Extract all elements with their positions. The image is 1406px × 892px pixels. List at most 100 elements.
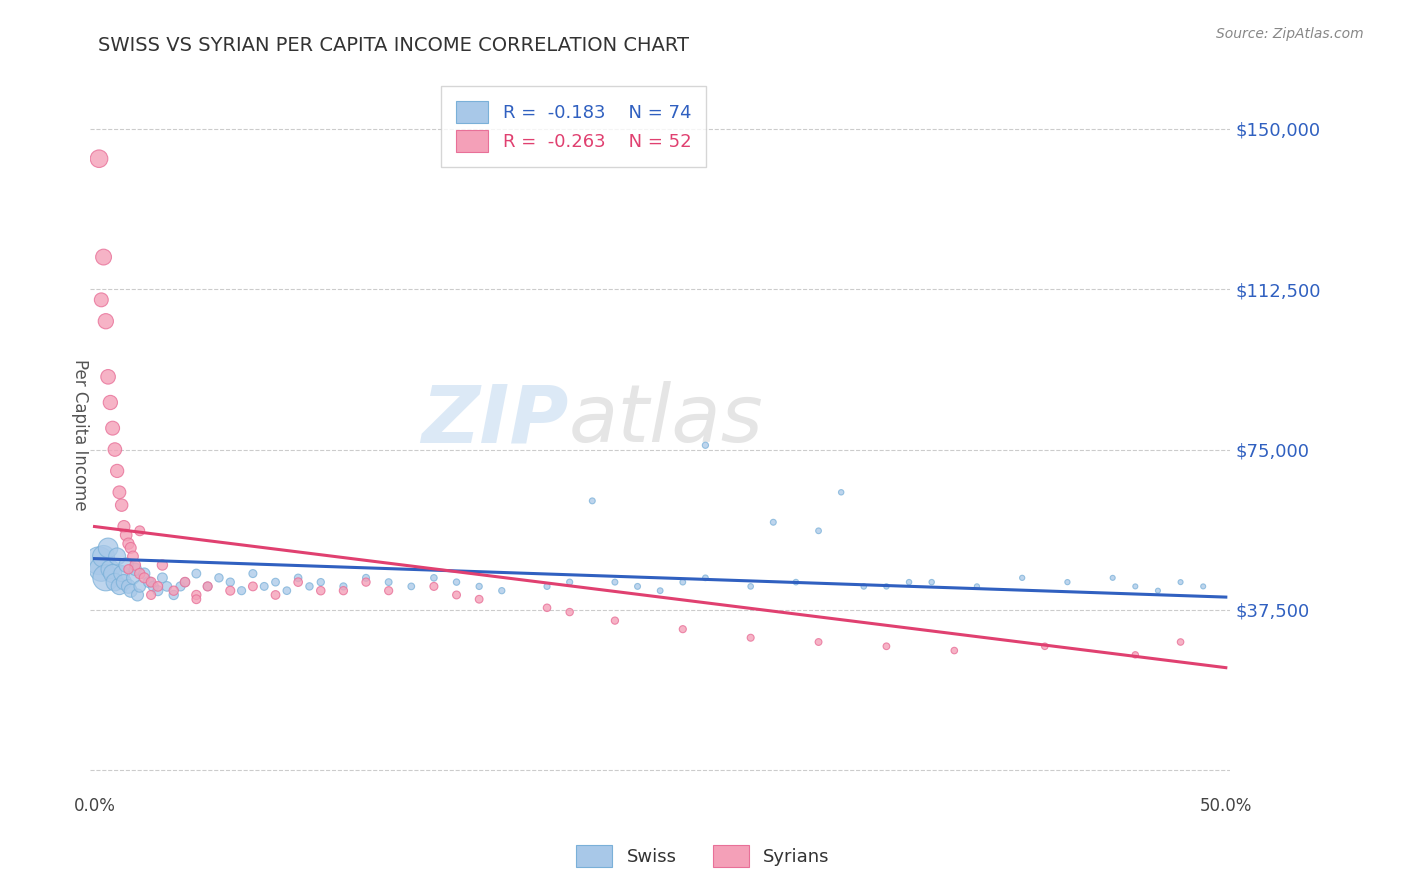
Point	[354, 575, 377, 590]
Point	[626, 579, 648, 593]
Point	[536, 579, 558, 593]
Point	[1147, 583, 1170, 598]
Point	[581, 494, 603, 508]
Point	[332, 583, 354, 598]
Point	[139, 575, 162, 590]
Point	[468, 579, 491, 593]
Point	[90, 562, 112, 576]
Point	[93, 250, 115, 264]
Point	[762, 515, 785, 529]
Point	[695, 438, 717, 452]
Point	[785, 575, 807, 590]
Point	[117, 579, 139, 593]
Point	[208, 571, 231, 585]
Point	[94, 314, 117, 328]
Point	[377, 583, 399, 598]
Point	[105, 464, 128, 478]
Point	[830, 485, 852, 500]
Point	[186, 592, 208, 607]
Point	[87, 554, 110, 568]
Point	[152, 558, 174, 572]
Point	[219, 583, 242, 598]
Point	[536, 600, 558, 615]
Point	[124, 562, 146, 576]
Point	[354, 571, 377, 585]
Point	[672, 575, 695, 590]
Point	[90, 293, 112, 307]
Point	[558, 575, 581, 590]
Point	[377, 575, 399, 590]
Point	[101, 566, 124, 581]
Point	[603, 614, 626, 628]
Point	[807, 524, 830, 538]
Point	[111, 566, 134, 581]
Point	[695, 571, 717, 585]
Point	[287, 575, 309, 590]
Point	[174, 575, 197, 590]
Point	[101, 421, 124, 435]
Point	[875, 640, 897, 654]
Point	[98, 395, 121, 409]
Point	[966, 579, 988, 593]
Point	[943, 643, 966, 657]
Point	[197, 579, 219, 593]
Point	[128, 566, 150, 581]
Point	[242, 579, 264, 593]
Point	[921, 575, 943, 590]
Point	[231, 583, 253, 598]
Point	[142, 579, 165, 593]
Point	[111, 498, 134, 512]
Point	[127, 588, 149, 602]
Point	[423, 579, 446, 593]
Point	[174, 575, 197, 590]
Point	[97, 541, 120, 555]
Point	[122, 571, 145, 585]
Point	[1170, 575, 1192, 590]
Point	[104, 442, 127, 457]
Point	[186, 566, 208, 581]
Point	[97, 369, 120, 384]
Point	[740, 579, 762, 593]
Point	[122, 549, 145, 564]
Text: Source: ZipAtlas.com: Source: ZipAtlas.com	[1216, 27, 1364, 41]
Point	[423, 571, 446, 585]
Point	[169, 579, 191, 593]
Point	[298, 579, 321, 593]
Point	[558, 605, 581, 619]
Point	[134, 571, 156, 585]
Point	[138, 575, 160, 590]
Text: SWISS VS SYRIAN PER CAPITA INCOME CORRELATION CHART: SWISS VS SYRIAN PER CAPITA INCOME CORREL…	[98, 36, 689, 54]
Point	[264, 575, 287, 590]
Point	[1056, 575, 1078, 590]
Point	[672, 622, 695, 636]
Point	[852, 579, 875, 593]
Point	[253, 579, 276, 593]
Point	[152, 571, 174, 585]
Point	[120, 541, 142, 555]
Point	[134, 566, 156, 581]
Point	[650, 583, 672, 598]
Point	[146, 583, 169, 598]
Point	[139, 588, 162, 602]
Point	[117, 536, 139, 550]
Point	[276, 583, 298, 598]
Legend: R =  -0.183    N = 74, R =  -0.263    N = 52: R = -0.183 N = 74, R = -0.263 N = 52	[441, 87, 706, 167]
Point	[740, 631, 762, 645]
Point	[446, 588, 468, 602]
Point	[603, 575, 626, 590]
Point	[1123, 648, 1146, 662]
Point	[93, 549, 115, 564]
Point	[287, 571, 309, 585]
Point	[112, 575, 135, 590]
Point	[309, 575, 332, 590]
Point	[898, 575, 921, 590]
Point	[115, 558, 138, 572]
Y-axis label: Per Capita Income: Per Capita Income	[72, 359, 89, 510]
Point	[186, 588, 208, 602]
Point	[120, 583, 142, 598]
Point	[108, 485, 131, 500]
Point	[491, 583, 513, 598]
Point	[124, 558, 146, 572]
Point	[1011, 571, 1033, 585]
Point	[156, 579, 179, 593]
